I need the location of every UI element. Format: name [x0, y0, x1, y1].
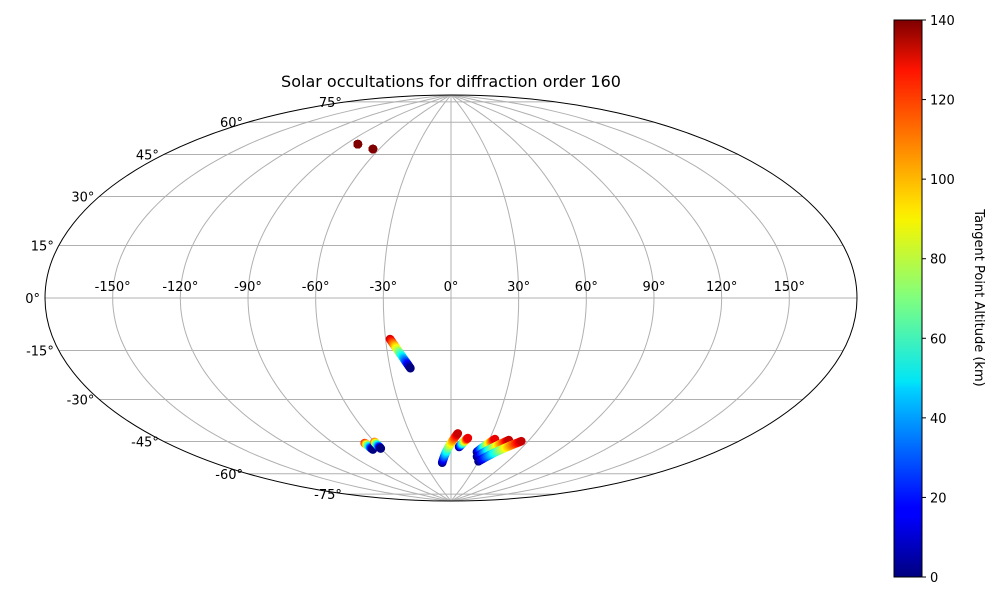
colorbar-tick-label: 120 — [930, 94, 955, 109]
colorbar-tick-label: 20 — [930, 491, 947, 506]
longitude-tick-label: 60° — [575, 280, 598, 295]
latitude-tick-label: -60° — [215, 468, 243, 483]
colorbar-tick-label: 80 — [930, 253, 947, 268]
colorbar-ticks: 0 20 40 60 80 100 120 140 — [922, 14, 955, 586]
latitude-tick-labels: 75° 60° 45° 30° 15° 0° -15° -30° -45° -60° -75° — [25, 96, 342, 503]
longitude-tick-label: -90° — [234, 280, 262, 295]
occultation-point — [517, 436, 526, 446]
longitude-tick-label: -60° — [302, 280, 330, 295]
latitude-tick-label: 60° — [220, 116, 243, 131]
chart-title: Solar occultations for diffraction order… — [281, 72, 621, 91]
latitude-tick-label: 45° — [136, 148, 159, 163]
occultation-point — [406, 363, 415, 373]
occultation-point — [353, 139, 363, 149]
latitude-tick-label: 30° — [71, 191, 94, 206]
occultation-point — [376, 444, 386, 453]
longitude-tick-label: -150° — [95, 280, 131, 295]
map-grid — [45, 95, 857, 501]
longitude-tick-label: -120° — [162, 280, 198, 295]
colorbar-tick-label: 100 — [930, 173, 955, 188]
latitude-tick-label: -30° — [67, 394, 95, 409]
occultation-point — [463, 433, 473, 443]
latitude-tick-label: -45° — [131, 436, 159, 451]
latitude-tick-label: -15° — [26, 345, 54, 360]
latitude-tick-label: 75° — [319, 96, 342, 111]
colorbar — [893, 19, 923, 578]
latitude-tick-label: -75° — [314, 488, 342, 503]
longitude-tick-label: 150° — [774, 280, 805, 295]
longitude-tick-label: 120° — [706, 280, 737, 295]
colorbar-label: Tangent Point Altitude (km) — [971, 208, 986, 386]
longitude-tick-label: 0° — [444, 280, 459, 295]
occultation-point — [453, 429, 463, 438]
map-boundary — [44, 94, 858, 502]
longitude-tick-label: 30° — [507, 280, 530, 295]
colorbar-tick-label: 60 — [930, 332, 947, 347]
colorbar-tick-label: 140 — [930, 14, 955, 29]
occultation-point — [368, 144, 378, 154]
colorbar-tick-label: 0 — [930, 571, 938, 586]
longitude-tick-label: -30° — [369, 280, 397, 295]
longitude-tick-labels: -150° -120° -90° -60° -30° 0° 30° 60° 90° 120° 150… — [95, 280, 805, 295]
occultation-points — [353, 139, 526, 468]
longitude-tick-label: 90° — [642, 280, 665, 295]
colorbar-tick-label: 40 — [930, 412, 947, 427]
latitude-tick-label: 15° — [31, 239, 54, 254]
latitude-tick-label: 0° — [25, 292, 40, 307]
